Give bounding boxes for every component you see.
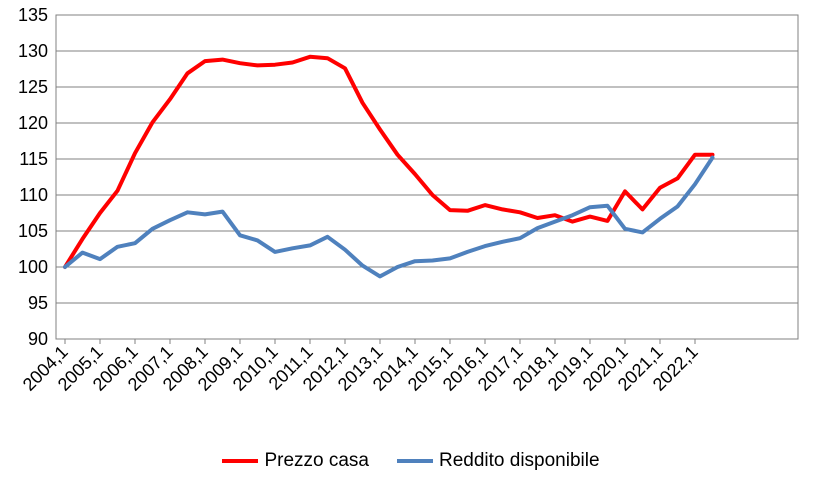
data-point-reddito-disponibile-2020-3 (641, 230, 644, 234)
data-point-prezzo-casa-2011-3 (326, 56, 329, 60)
legend-swatch-reddito-disponibile (396, 459, 433, 463)
data-point-prezzo-casa-2020-1 (623, 189, 627, 193)
data-point-reddito-disponibile-2006-1 (133, 241, 137, 245)
data-point-prezzo-casa-2007-3 (186, 71, 189, 75)
data-point-prezzo-casa-2016-3 (501, 207, 504, 211)
data-point-reddito-disponibile-2013-1 (378, 274, 382, 278)
data-point-prezzo-casa-2020-3 (641, 207, 644, 211)
data-point-reddito-disponibile-2005-1 (98, 257, 102, 261)
data-point-prezzo-casa-2006-1 (133, 151, 137, 155)
data-point-reddito-disponibile-2014-1 (413, 259, 417, 263)
data-point-reddito-disponibile-2004-1 (63, 265, 67, 269)
data-point-prezzo-casa-2021-3 (676, 176, 679, 180)
data-point-prezzo-casa-2019-1 (588, 215, 592, 219)
data-point-prezzo-casa-2017-1 (518, 210, 522, 214)
data-point-prezzo-casa-2013-3 (396, 153, 399, 157)
y-tick-label-95: 95 (28, 293, 48, 313)
data-point-reddito-disponibile-2016-3 (501, 240, 504, 244)
data-point-reddito-disponibile-2017-3 (536, 226, 539, 230)
y-tick-label-115: 115 (19, 149, 48, 169)
data-point-reddito-disponibile-2015-1 (448, 256, 452, 260)
data-point-prezzo-casa-2019-3 (606, 219, 609, 223)
data-point-reddito-disponibile-2022-1 (693, 182, 697, 186)
data-point-reddito-disponibile-2005-3 (116, 245, 119, 249)
data-point-reddito-disponibile-2007-3 (186, 210, 189, 214)
data-point-prezzo-casa-2015-3 (466, 209, 469, 213)
data-point-reddito-disponibile-2006-3 (151, 227, 154, 231)
data-point-prezzo-casa-2021-1 (658, 186, 662, 190)
legend-swatch-prezzo-casa (222, 459, 259, 463)
data-point-prezzo-casa-2006-3 (151, 120, 154, 124)
data-point-prezzo-casa-2016-1 (483, 203, 487, 207)
data-point-prezzo-casa-2017-3 (536, 216, 539, 220)
data-point-reddito-disponibile-2019-1 (588, 205, 592, 209)
data-point-prezzo-casa-2010-1 (273, 63, 277, 67)
data-point-reddito-disponibile-2021-3 (676, 205, 679, 209)
data-point-prezzo-casa-2014-3 (431, 193, 434, 197)
plot-area-border (55, 14, 799, 340)
data-point-prezzo-casa-2008-1 (203, 59, 207, 63)
data-point-prezzo-casa-2009-3 (256, 63, 259, 67)
data-point-reddito-disponibile-2022-3 (711, 156, 714, 160)
data-point-prezzo-casa-2022-1 (693, 153, 697, 157)
y-tick-label-90: 90 (28, 329, 48, 349)
data-point-reddito-disponibile-2012-3 (361, 264, 364, 268)
legend-item-reddito-disponibile: Reddito disponibile (396, 450, 600, 472)
data-point-reddito-disponibile-2015-3 (466, 250, 469, 254)
data-point-reddito-disponibile-2011-3 (326, 235, 329, 239)
data-point-reddito-disponibile-2020-1 (623, 227, 627, 231)
data-point-reddito-disponibile-2004-3 (81, 251, 84, 255)
data-point-reddito-disponibile-2010-3 (291, 246, 294, 250)
data-point-reddito-disponibile-2009-1 (238, 233, 242, 237)
series-line-reddito-disponibile (63, 155, 715, 279)
y-tick-label-100: 100 (18, 257, 48, 277)
data-point-reddito-disponibile-2016-1 (483, 244, 487, 248)
y-tick-label-105: 105 (18, 221, 48, 241)
data-point-reddito-disponibile-2009-3 (256, 238, 259, 242)
line-chart: 90951001051101151201251301352004,12005,1… (18, 5, 799, 395)
data-point-reddito-disponibile-2010-1 (273, 250, 277, 254)
data-point-prezzo-casa-2013-1 (378, 127, 382, 131)
legend: Prezzo casa Reddito disponibile (0, 450, 822, 472)
data-point-reddito-disponibile-2013-3 (396, 265, 399, 269)
data-point-prezzo-casa-2022-3 (711, 153, 714, 157)
series-line-prezzo-casa (63, 54, 715, 269)
data-point-prezzo-casa-2012-1 (343, 66, 347, 70)
y-tick-label-110: 110 (19, 185, 48, 205)
data-point-reddito-disponibile-2008-1 (203, 212, 207, 216)
data-point-reddito-disponibile-2012-1 (343, 248, 347, 252)
data-point-prezzo-casa-2004-3 (81, 237, 84, 241)
data-point-reddito-disponibile-2017-1 (518, 236, 522, 240)
legend-item-prezzo-casa: Prezzo casa (222, 450, 369, 472)
data-point-reddito-disponibile-2021-1 (658, 217, 662, 221)
legend-label-reddito-disponibile: Reddito disponibile (438, 450, 600, 471)
data-point-reddito-disponibile-2014-3 (431, 259, 434, 263)
data-point-prezzo-casa-2008-3 (221, 58, 224, 62)
data-point-prezzo-casa-2009-1 (238, 61, 242, 65)
data-point-prezzo-casa-2011-1 (308, 55, 312, 59)
data-point-prezzo-casa-2018-3 (571, 220, 574, 224)
y-tick-label-125: 125 (18, 77, 48, 97)
data-point-reddito-disponibile-2008-3 (221, 210, 224, 214)
data-point-reddito-disponibile-2018-3 (571, 213, 574, 217)
data-point-prezzo-casa-2005-3 (116, 189, 119, 193)
data-point-reddito-disponibile-2011-1 (308, 243, 312, 247)
legend-label-prezzo-casa: Prezzo casa (264, 450, 369, 471)
data-point-prezzo-casa-2007-1 (168, 97, 172, 101)
y-tick-label-135: 135 (18, 5, 48, 25)
data-point-prezzo-casa-2015-1 (448, 208, 452, 212)
y-tick-label-130: 130 (18, 41, 48, 61)
data-point-prezzo-casa-2010-3 (291, 61, 294, 65)
data-point-reddito-disponibile-2007-1 (168, 218, 172, 222)
data-point-prezzo-casa-2018-1 (553, 213, 557, 217)
data-point-reddito-disponibile-2018-1 (553, 220, 557, 224)
data-point-prezzo-casa-2014-1 (413, 172, 417, 176)
data-point-reddito-disponibile-2019-3 (606, 204, 609, 208)
y-tick-label-120: 120 (18, 113, 48, 133)
data-point-prezzo-casa-2005-1 (98, 211, 102, 215)
data-point-prezzo-casa-2012-3 (361, 101, 364, 105)
